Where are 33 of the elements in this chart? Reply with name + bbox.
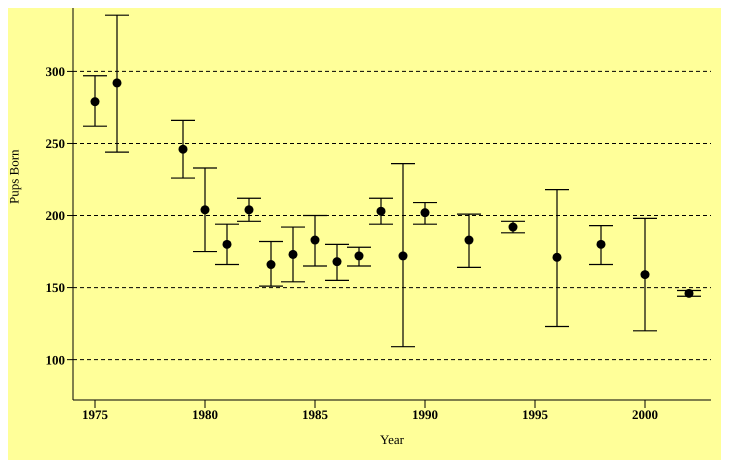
point [266,260,276,270]
x-tick-label: 1975 [82,407,108,422]
point [200,205,210,214]
point [222,240,232,249]
x-tick-label: 1980 [192,407,218,422]
point [640,270,650,280]
y-tick-label: 300 [46,64,65,80]
y-tick-label: 150 [46,280,65,296]
point [244,205,254,214]
x-tick-label: 1990 [412,407,438,422]
x-tick-label: 2000 [632,407,658,422]
point [552,252,562,262]
x-tick-label: 1985 [302,407,328,422]
point [288,250,298,259]
y-tick-label: 250 [46,136,65,152]
point [464,236,474,245]
point [90,97,100,106]
y-axis-title: Pups Born [6,148,22,204]
y-tick-label: 200 [46,208,65,224]
point [420,208,430,218]
point [508,222,518,232]
point [310,236,320,245]
point [398,251,408,260]
point [376,206,386,216]
y-tick-label: 100 [46,352,65,368]
x-axis-title: Year [380,432,405,447]
point [596,240,606,249]
x-tick-label: 1995 [522,407,548,422]
point [354,251,364,260]
point [332,257,342,266]
point [112,78,122,88]
point [684,288,694,298]
point [178,144,188,154]
